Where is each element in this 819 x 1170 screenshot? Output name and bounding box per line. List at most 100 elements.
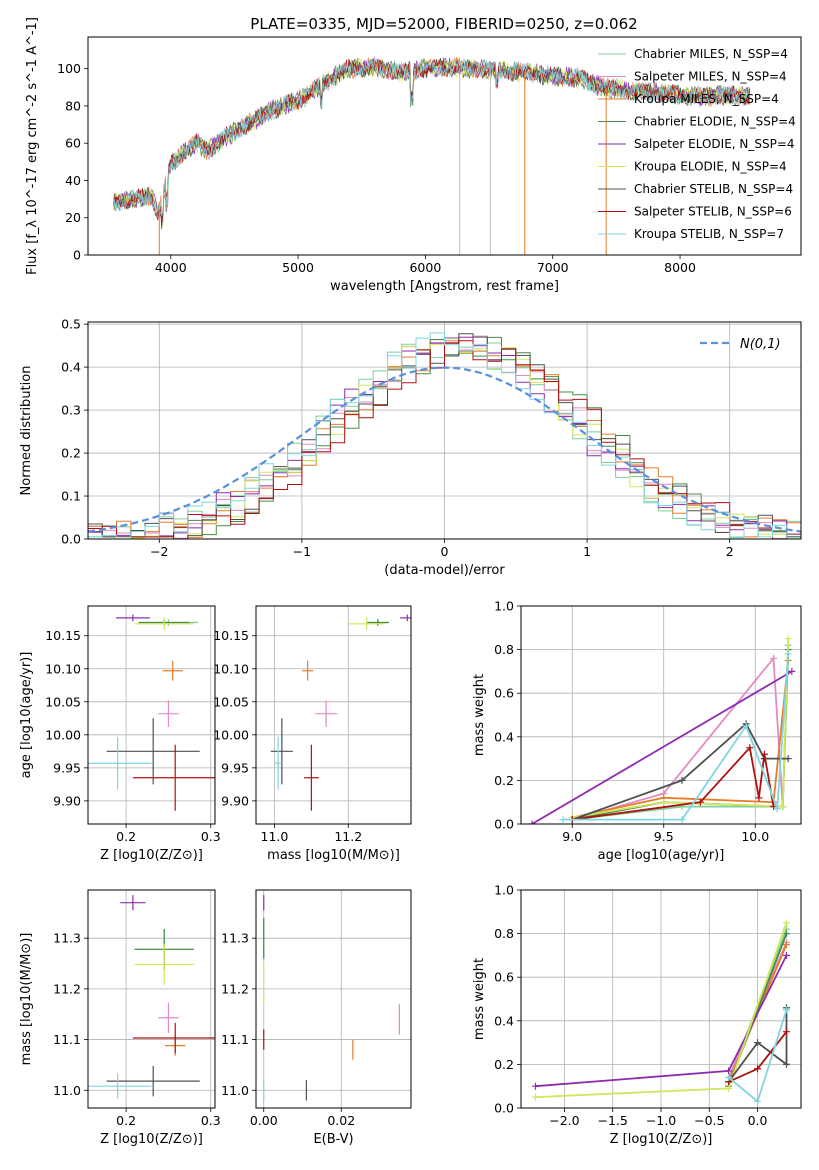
weight-marker (773, 805, 781, 813)
x-axis-label: age [log10(age/yr)] (598, 848, 725, 863)
y-axis-label: age [log10(age/yr)] (19, 652, 34, 779)
weight-marker (696, 798, 704, 806)
x-tick-label: 9.5 (654, 829, 674, 844)
y-tick-label: 0.8 (494, 642, 514, 657)
weight-line (572, 660, 790, 819)
age-vs-metallicity-panel: 0.2 0.3 9.90 9.95 10.00 10.05 10.10 10.15 Z [log… (19, 605, 221, 863)
x-axis-label: E(B-V) (313, 1132, 353, 1147)
x-axis-label: mass [log10(M/M⊙)] (267, 848, 400, 863)
y-tick-label: 80 (65, 98, 81, 113)
plot-area (88, 895, 215, 1099)
plot-frame (255, 605, 412, 825)
y-tick-label: 0.1 (61, 489, 81, 504)
y-tick-label: 0.6 (494, 686, 514, 701)
plot-frame (87, 605, 216, 825)
weight-marker (725, 1073, 733, 1081)
plot-area (88, 332, 801, 539)
y-tick-label: 10.10 (45, 661, 81, 676)
y-tick-label: 10.10 (213, 661, 249, 676)
x-tick-label: 4000 (155, 260, 187, 275)
x-tick-label: 0.00 (250, 1113, 278, 1128)
weight-line (572, 645, 790, 821)
y-tick-label: 10.00 (213, 727, 249, 742)
weight-marker (784, 635, 792, 643)
y-tick-label: 60 (65, 136, 81, 151)
weight-marker (760, 750, 768, 758)
x-tick-label: 0.3 (201, 1113, 221, 1128)
plot-frame (87, 889, 216, 1109)
spectrum-line (113, 57, 751, 225)
y-tick-label: 0.0 (494, 1101, 514, 1116)
x-tick-label: 0.0 (748, 1113, 768, 1128)
spectrum-panel: 4000 5000 6000 7000 8000 0 20 40 60 80 100 waveleng… (25, 17, 802, 294)
figure-title: PLATE=0335, MJD=52000, FIBERID=0250, z=0… (250, 15, 637, 33)
y-tick-label: 9.90 (221, 793, 249, 808)
plot-frame (520, 605, 802, 825)
weight-marker (531, 1082, 539, 1090)
y-tick-label: 0.6 (494, 970, 514, 985)
y-tick-label: 10.15 (213, 628, 249, 643)
x-axis-label: Z [log10(Z/Z⊙)] (100, 848, 203, 863)
y-tick-label: 9.95 (221, 760, 249, 775)
y-tick-label: 11.1 (221, 1032, 249, 1047)
weight-marker (559, 816, 567, 824)
x-tick-label: 2 (726, 544, 734, 559)
x-tick-label: 1 (583, 544, 591, 559)
y-tick-label: 9.90 (53, 793, 81, 808)
weight-marker (746, 744, 754, 752)
weight-line (571, 655, 784, 821)
y-tick-label: 10.15 (45, 628, 81, 643)
y-tick-label: 0.4 (61, 360, 81, 375)
x-tick-label: 8000 (664, 260, 696, 275)
weight-marker (678, 816, 686, 824)
weight-marker (725, 1084, 733, 1092)
y-tick-label: 10.00 (45, 727, 81, 742)
weight-line (572, 638, 790, 819)
y-tick-label: 11.3 (53, 931, 81, 946)
weight-line (572, 745, 775, 821)
residuals-panel: −2 −1 0 1 2 0.0 0.1 0.2 0.3 0.4 0.5 (data-model)/er… (19, 317, 802, 578)
y-tick-label: 0.8 (494, 926, 514, 941)
x-tick-label: −1.5 (598, 1113, 628, 1128)
y-axis-label: Normed distribution (19, 366, 34, 496)
y-tick-label: 0.2 (61, 446, 81, 461)
x-tick-label: −1.0 (646, 1113, 676, 1128)
y-tick-label: 0.0 (61, 532, 81, 547)
y-tick-label: 0.4 (494, 1013, 514, 1028)
x-tick-label: −2.0 (549, 1113, 579, 1128)
plot-frame (87, 36, 802, 256)
y-tick-label: 11.2 (221, 981, 249, 996)
x-axis-label: Z [log10(Z/Z⊙)] (100, 1132, 203, 1147)
weight-marker (783, 1028, 791, 1036)
y-tick-label: 10.05 (45, 694, 81, 709)
y-axis-label: Flux [f_λ 10^-17 erg cm^-2 s^-1 A^-1] (25, 17, 40, 275)
weight-marker (783, 919, 791, 927)
mass-vs-extinction-panel: 0.00 0.02 11.0 11.1 11.2 11.3 E(B-V) (221, 889, 412, 1147)
weight-marker (754, 1065, 762, 1073)
legend-label: Salpeter MILES, N_SSP=4 (634, 70, 787, 84)
x-tick-label: 10.0 (741, 829, 769, 844)
x-tick-label: 0 (441, 544, 449, 559)
age-vs-mass-panel: 11.0 11.2 9.90 9.95 10.00 10.05 10.10 10.15 mass… (213, 605, 412, 863)
normal-curve (88, 366, 801, 533)
y-tick-label: 11.0 (221, 1083, 249, 1098)
weight-marker (678, 776, 686, 784)
weight-marker (742, 722, 750, 730)
weight-marker (783, 951, 791, 959)
y-tick-label: 0.2 (494, 1057, 514, 1072)
x-tick-label: 6000 (409, 260, 441, 275)
x-tick-label: 11.2 (334, 829, 362, 844)
plot-frame (255, 889, 412, 1109)
mass-vs-metallicity-panel: 0.2 0.3 11.0 11.1 11.2 11.3 Z [log10(Z/Z⊙)] mas… (19, 889, 221, 1147)
legend-label: N(0,1) (740, 337, 781, 352)
weight-marker (755, 794, 763, 802)
weight-marker (779, 803, 787, 811)
y-tick-label: 0.5 (61, 317, 81, 332)
y-tick-label: 40 (65, 173, 81, 188)
legend-label: Chabrier STELIB, N_SSP=4 (634, 182, 793, 196)
x-tick-label: 7000 (537, 260, 569, 275)
y-tick-label: 11.0 (53, 1083, 81, 1098)
x-tick-label: 0.2 (116, 829, 136, 844)
weight-marker (531, 1093, 539, 1101)
